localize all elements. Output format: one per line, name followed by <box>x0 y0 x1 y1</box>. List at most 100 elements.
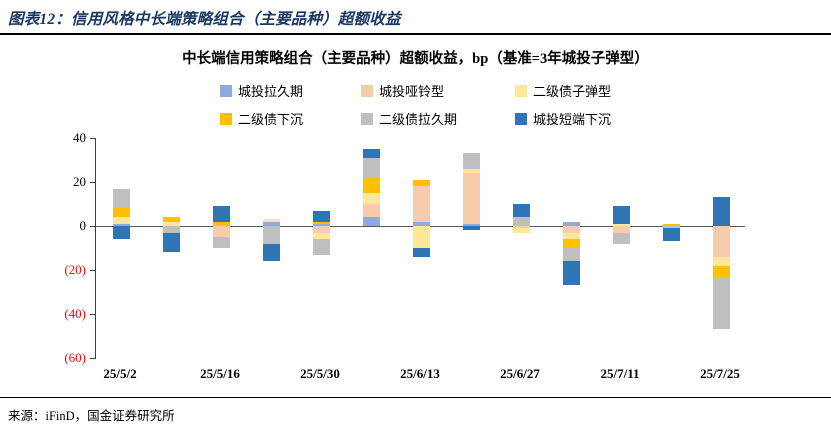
legend-label: 城投短端下沉 <box>533 112 612 127</box>
bar-segment <box>312 232 330 240</box>
bar-segment <box>162 232 180 253</box>
legend-item: 城投拉久期 <box>219 81 303 100</box>
bar-segment <box>612 206 630 224</box>
bar-segment <box>262 219 280 222</box>
bar-segment <box>212 226 230 237</box>
x-axis-label: 25/5/16 <box>200 366 240 381</box>
y-axis-label: (20) <box>64 262 86 277</box>
legend-item: 二级债子弹型 <box>515 81 611 100</box>
x-axis-label: 25/7/11 <box>600 366 640 381</box>
bar-segment <box>712 276 730 330</box>
bar-segment <box>562 221 580 226</box>
bar-segment <box>512 226 530 229</box>
bar-segment <box>262 243 280 262</box>
bar-segment <box>312 221 330 224</box>
x-axis-label: 25/5/2 <box>103 366 137 381</box>
legend-swatch <box>360 112 373 125</box>
legend-swatch <box>219 84 232 97</box>
bar-segment <box>262 221 280 226</box>
legend-item: 二级债拉久期 <box>360 109 457 128</box>
bar-segment <box>662 226 680 229</box>
bar-segment <box>112 217 130 224</box>
x-axis-label: 25/7/25 <box>700 366 740 381</box>
bar-segment <box>162 221 180 226</box>
legend-swatch <box>360 84 373 97</box>
bar-segment <box>562 248 580 262</box>
y-axis-label: 20 <box>73 174 86 189</box>
bar-segment <box>362 193 380 204</box>
y-axis-label: 0 <box>79 218 87 233</box>
bar-segment <box>462 223 480 226</box>
y-axis-tick <box>90 138 96 139</box>
bar-segment <box>462 173 480 224</box>
bar-segment <box>712 226 730 257</box>
bar-segment <box>362 177 380 193</box>
bar-segment <box>112 208 130 218</box>
y-axis-tick <box>90 182 96 183</box>
legend-swatch <box>515 112 527 125</box>
bar-segment <box>562 226 580 233</box>
bar-segment <box>612 232 630 244</box>
bar-segment <box>412 248 430 257</box>
y-axis-tick <box>90 270 96 271</box>
x-axis-label: 25/5/30 <box>300 366 340 381</box>
bar-segment <box>612 223 630 226</box>
bar-segment <box>662 228 680 242</box>
bar-segment <box>312 223 330 226</box>
legend-swatch <box>515 84 527 97</box>
legend-item: 城投哑铃型 <box>360 81 457 100</box>
chart-title: 中长端信用策略组合（主要品种）超额收益，bp（基准=3年城投子弹型） <box>182 51 649 67</box>
bar-segment <box>512 217 530 226</box>
bar-segment <box>562 261 580 286</box>
legend-label: 城投拉久期 <box>237 84 303 99</box>
y-axis-tick <box>90 226 96 227</box>
legend-label: 二级债子弹型 <box>533 84 612 99</box>
legend-swatch <box>219 112 232 125</box>
source-note: 来源：iFinD，国金证券研究所 <box>0 397 831 436</box>
legend-label: 二级债拉久期 <box>378 112 457 127</box>
chart-plot-wrapper: 40 20 0 (20) (40) (60) 25/5/2 25/5/16 25/5/30 25/… <box>0 130 831 388</box>
bar-segment <box>162 226 180 233</box>
bar-segment <box>712 256 730 266</box>
bar-segment <box>312 239 330 255</box>
bar-segment <box>212 206 230 222</box>
figure-title: 图表12：信用风格中长端策略组合（主要品种）超额收益 <box>0 0 831 35</box>
bar-segment <box>412 226 430 248</box>
y-axis-label: (60) <box>64 350 86 365</box>
bar-segment <box>312 226 330 233</box>
bar-segment <box>462 226 480 231</box>
bar-segment <box>562 232 580 240</box>
bar-segment <box>112 223 130 226</box>
bar-segment <box>462 153 480 169</box>
bar-segment <box>412 221 430 226</box>
bar-segment <box>712 197 730 226</box>
bar-segment <box>412 179 430 187</box>
legend-item: 城投短端下沉 <box>515 109 611 128</box>
bar-segment <box>712 265 730 277</box>
bar-segment <box>412 186 430 222</box>
y-axis-label: (40) <box>64 306 86 321</box>
legend-item: 二级债下沉 <box>219 109 303 128</box>
y-axis-tick <box>90 314 96 315</box>
bar-segment <box>462 168 480 174</box>
x-axis-label: 25/6/27 <box>500 366 540 381</box>
bar-segment <box>112 188 130 209</box>
bar-segment <box>562 239 580 248</box>
bar-segment <box>512 204 530 218</box>
bar-segment <box>512 228 530 233</box>
bar-segment <box>662 223 680 226</box>
bar-segment <box>312 210 330 222</box>
bar-segment <box>162 217 180 222</box>
bar-segment <box>262 226 280 244</box>
bar-segment <box>112 226 130 240</box>
y-axis-label: 40 <box>73 130 86 145</box>
bar-segment <box>212 237 230 248</box>
legend-label: 城投哑铃型 <box>378 84 444 99</box>
bar-segment <box>212 221 230 226</box>
bar-segment <box>362 157 380 178</box>
plot-area <box>95 138 745 358</box>
x-axis-label: 25/6/13 <box>400 366 440 381</box>
y-axis-tick <box>90 358 96 359</box>
legend-label: 二级债下沉 <box>237 112 303 127</box>
